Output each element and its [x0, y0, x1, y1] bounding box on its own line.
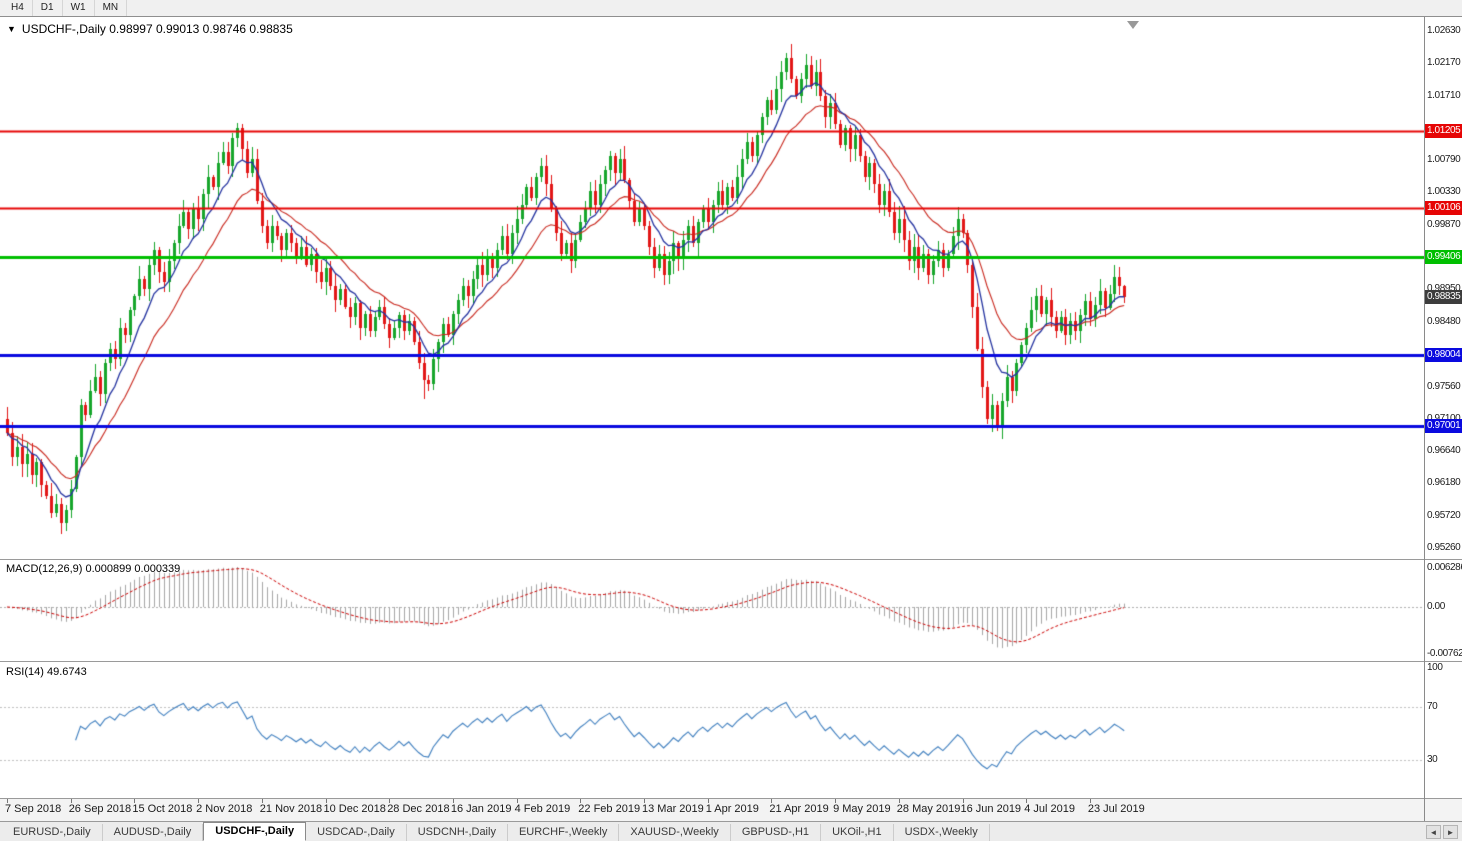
price-tick-label: 0.97560	[1427, 380, 1461, 392]
date-label: 10 Dec 2018	[323, 803, 386, 815]
time-axis-tick	[898, 799, 900, 803]
price-tick-label: 0.95260	[1427, 541, 1461, 553]
hline-price-tag: 1.00106	[1425, 200, 1462, 215]
price-chart-canvas[interactable]	[0, 17, 1424, 559]
time-axis-tick	[771, 799, 773, 803]
symbol-ohlc-readout: USDCHF-,Daily 0.98997 0.99013 0.98746 0.…	[21, 22, 293, 36]
time-axis-tick	[644, 799, 645, 803]
date-label: 21 Nov 2018	[259, 803, 323, 815]
timeframe-button-w1[interactable]: W1	[63, 0, 95, 16]
price-tick-label: 0.98480	[1427, 316, 1461, 327]
timeframe-toolbar: H4 D1 W1 MN	[0, 0, 1462, 17]
price-tick-label: 0.95720	[1427, 509, 1461, 521]
chart-tab-audusd-daily[interactable]: AUDUSD-,Daily	[103, 824, 204, 841]
chart-tabs-bar: EURUSD-,Daily AUDUSD-,Daily USDCHF-,Daily U…	[0, 821, 1462, 841]
price-tick-label: 1.02170	[1427, 57, 1461, 69]
date-label: 4 Jul 2019	[1024, 803, 1075, 815]
timeframe-button-h4[interactable]: H4	[3, 0, 33, 16]
chart-tab-ukoil-h1[interactable]: UKOil-,H1	[821, 824, 894, 841]
rsi-indicator-label: RSI(14) 49.6743	[6, 666, 87, 678]
date-label: 22 Feb 2019	[578, 803, 641, 815]
price-tick-label: 1.02630	[1427, 25, 1461, 37]
time-axis-tick	[1089, 799, 1091, 803]
rsi-panel-canvas[interactable]	[0, 662, 1424, 798]
timeframe-button-d1[interactable]: D1	[33, 0, 63, 16]
macd-axis-max-label: 0.006286	[1427, 562, 1462, 573]
rsi-axis-100-label: 100	[1427, 662, 1443, 674]
date-label: 7 Sep 2018	[5, 803, 62, 815]
time-axis-tick	[962, 799, 964, 803]
date-label: 15 Oct 2018	[132, 803, 193, 815]
time-axis-tick	[516, 799, 518, 803]
date-label: 23 Jul 2019	[1087, 803, 1145, 815]
macd-panel-divider[interactable]	[0, 559, 1462, 560]
date-label: 1 Apr 2019	[705, 803, 759, 815]
chart-tab-usdcnh-daily[interactable]: USDCNH-,Daily	[407, 824, 508, 841]
current-price-tag: 0.98835	[1425, 290, 1462, 305]
price-tick-label: 0.97100	[1427, 413, 1461, 424]
time-axis-tick	[261, 799, 263, 803]
tab-scroll-left-icon[interactable]: ◄	[1426, 825, 1441, 839]
chart-shift-marker-icon[interactable]	[1127, 21, 1139, 29]
time-axis-tick	[7, 799, 8, 803]
date-label: 9 May 2019	[833, 803, 891, 815]
macd-indicator-label: MACD(12,26,9) 0.000899 0.000339	[6, 563, 181, 575]
date-label: 28 Dec 2018	[387, 803, 450, 815]
time-axis-strip	[0, 798, 1462, 821]
date-label: 13 Mar 2019	[642, 803, 704, 815]
price-tick-label: 1.00330	[1427, 186, 1461, 198]
price-tick-label: 0.96180	[1427, 477, 1461, 489]
price-tick-label: 1.00790	[1427, 154, 1461, 166]
date-label: 4 Feb 2019	[514, 803, 571, 815]
chart-title: ▼ USDCHF-,Daily 0.98997 0.99013 0.98746 …	[7, 22, 293, 36]
timeframe-button-mn[interactable]: MN	[95, 0, 128, 16]
time-axis-tick	[389, 799, 391, 803]
chart-tab-eurusd-daily[interactable]: EURUSD-,Daily	[2, 824, 103, 841]
one-click-trading-toggle[interactable]: ▼	[7, 24, 16, 34]
macd-panel-canvas[interactable]	[0, 560, 1424, 661]
time-axis-tick	[325, 799, 327, 803]
rsi-axis-30-label: 30	[1427, 754, 1438, 765]
date-label: 21 Apr 2019	[769, 803, 829, 815]
date-label: 16 Jan 2019	[450, 803, 512, 815]
time-axis-tick	[134, 799, 136, 803]
tab-scroll-right-icon[interactable]: ►	[1443, 825, 1458, 839]
chart-tab-usdchf-daily[interactable]: USDCHF-,Daily	[203, 822, 307, 841]
time-axis-tick	[835, 799, 837, 803]
macd-axis-min-label: -0.00762	[1427, 648, 1462, 659]
time-axis-tick	[70, 799, 72, 803]
date-label: 16 Jun 2019	[960, 803, 1022, 815]
hline-price-tag: 1.01205	[1425, 123, 1462, 138]
chart-tab-gbpusd-h1[interactable]: GBPUSD-,H1	[731, 824, 822, 841]
time-axis-tick	[580, 799, 582, 803]
date-label: 2 Nov 2018	[196, 803, 253, 815]
rsi-panel-divider[interactable]	[0, 661, 1462, 662]
chart-tab-usdcad-daily[interactable]: USDCAD-,Daily	[306, 824, 407, 841]
date-label: 28 May 2019	[896, 803, 961, 815]
hline-price-tag: 0.99406	[1425, 250, 1462, 265]
chart-tab-usdx-weekly[interactable]: USDX-,Weekly	[894, 824, 990, 841]
time-axis-tick	[1026, 799, 1028, 803]
chart-window: ▼ USDCHF-,Daily 0.98997 0.99013 0.98746 …	[0, 17, 1462, 821]
hline-price-tag: 0.97001	[1425, 418, 1462, 433]
hline-price-tag: 0.98004	[1425, 348, 1462, 363]
chart-tab-xauusd-weekly[interactable]: XAUUSD-,Weekly	[619, 824, 731, 841]
chart-tab-eurchf-weekly[interactable]: EURCHF-,Weekly	[508, 824, 620, 841]
macd-axis-zero-label: 0.00	[1427, 601, 1445, 612]
price-tick-label: 0.99870	[1427, 218, 1461, 230]
time-axis-tick	[198, 799, 200, 803]
price-tick-label: 0.96640	[1427, 445, 1461, 457]
rsi-axis-70-label: 70	[1427, 701, 1438, 712]
price-tick-label: 0.98950	[1427, 283, 1461, 295]
date-label: 26 Sep 2018	[68, 803, 132, 815]
price-tick-label: 1.01710	[1427, 89, 1461, 101]
time-axis-tick	[452, 799, 454, 803]
time-axis-tick	[707, 799, 709, 803]
price-axis-divider	[1424, 17, 1425, 821]
tab-scroll-buttons: ◄ ►	[1426, 825, 1462, 841]
